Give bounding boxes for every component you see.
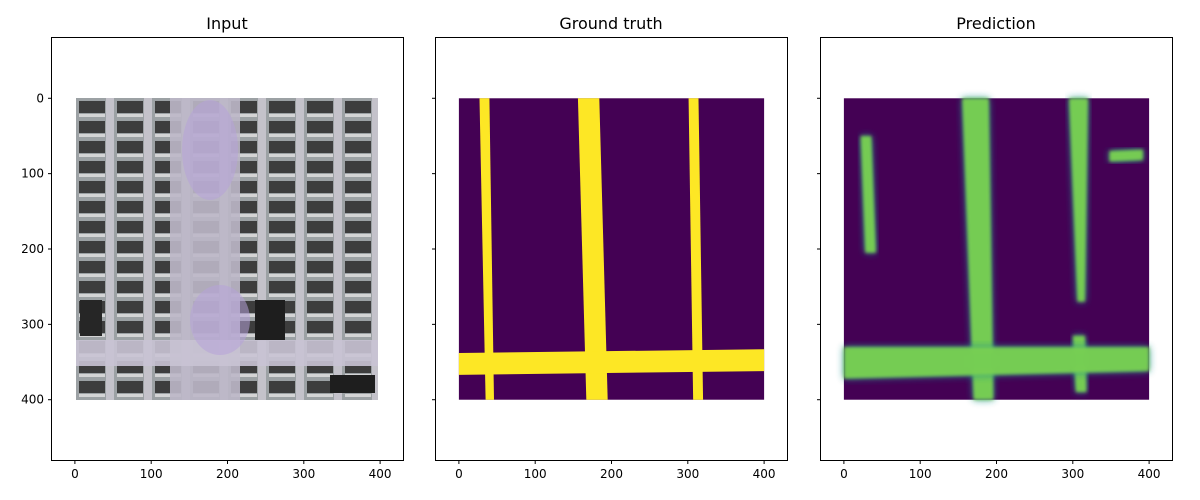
- y-tick-label-0: 0: [36, 91, 44, 105]
- x-tick-label-400: 400: [369, 467, 392, 481]
- x-tick-label-100: 100: [140, 467, 163, 481]
- x-tick-label-300: 300: [676, 467, 699, 481]
- ticks-input: 0 100 200 300 400 0 100 200 300 400: [21, 91, 391, 481]
- road-prediction-4: [843, 346, 1150, 379]
- y-tick-label-400: 400: [21, 393, 44, 407]
- x-tick-label-200: 200: [600, 467, 623, 481]
- image-ground-truth: [458, 98, 765, 400]
- y-tick-label-100: 100: [21, 167, 44, 181]
- axes-input: Input 0 100 200 300 400 0 100 200 300 400: [21, 14, 404, 481]
- x-tick-label-0: 0: [71, 467, 79, 481]
- road-mask-1: [577, 98, 608, 400]
- title-prediction: Prediction: [956, 14, 1035, 33]
- ticks-prediction: 0 100 200 300 400: [817, 97, 1161, 481]
- road-prediction-0: [860, 135, 876, 253]
- axes-ground-truth: Ground truth 0 100 200 300 400: [432, 14, 788, 481]
- road-mask-0: [479, 98, 494, 400]
- road-prediction-5: [1109, 149, 1144, 162]
- image-input: [76, 98, 378, 400]
- x-tick-label-300: 300: [292, 467, 315, 481]
- road-mask-2: [688, 98, 704, 400]
- x-tick-label-0: 0: [840, 467, 848, 481]
- road-prediction-1: [962, 98, 994, 400]
- y-tick-label-200: 200: [21, 242, 44, 256]
- title-ground-truth: Ground truth: [559, 14, 662, 33]
- x-tick-label-200: 200: [216, 467, 239, 481]
- image-background: [458, 98, 765, 400]
- x-tick-label-100: 100: [909, 467, 932, 481]
- aerial-building-3: [80, 300, 102, 336]
- road-prediction-2: [1068, 98, 1089, 302]
- y-tick-label-300: 300: [21, 317, 44, 331]
- x-tick-label-0: 0: [455, 467, 463, 481]
- aerial-building-1: [255, 300, 285, 340]
- road-mask-3: [458, 349, 765, 375]
- title-input: Input: [206, 14, 247, 33]
- ticks-ground-truth: 0 100 200 300 400: [432, 97, 776, 481]
- aerial-trees-2: [190, 285, 250, 355]
- x-tick-label-400: 400: [753, 467, 776, 481]
- x-tick-label-200: 200: [985, 467, 1008, 481]
- x-tick-label-400: 400: [1138, 467, 1161, 481]
- aerial-building-2: [330, 375, 375, 393]
- image-prediction: [843, 98, 1150, 400]
- x-tick-label-100: 100: [524, 467, 547, 481]
- aerial-trees-1: [182, 100, 238, 200]
- axes-prediction: Prediction 0 100 200 300 400: [817, 14, 1173, 481]
- x-tick-label-300: 300: [1061, 467, 1084, 481]
